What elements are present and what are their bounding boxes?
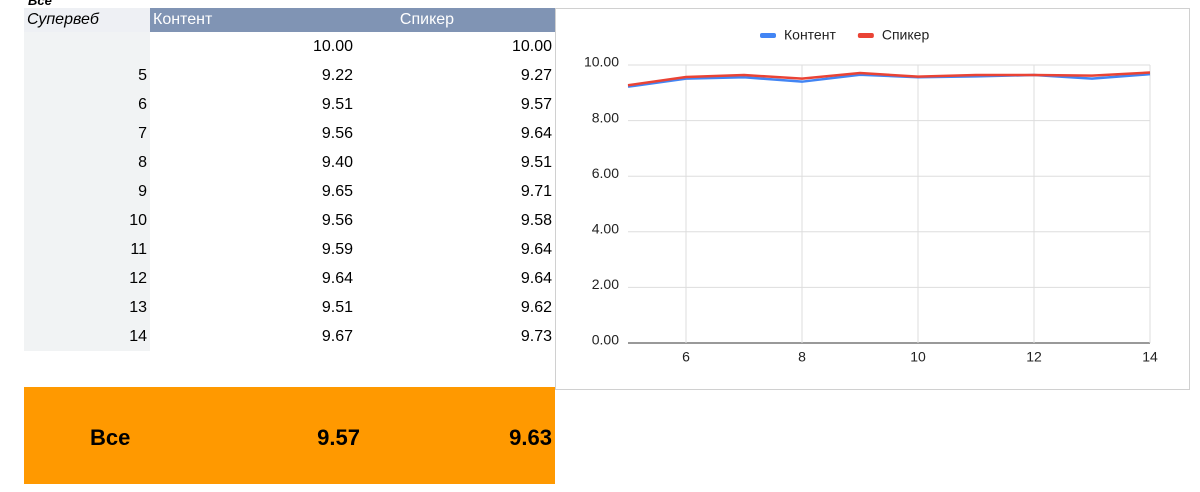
row-label: 11: [24, 235, 150, 264]
table-row: 8 9.40 9.51: [24, 148, 555, 177]
y-tick-label: 4.00: [592, 221, 619, 237]
x-tick-label: 14: [1142, 349, 1158, 365]
chart: 0.00 2.00 4.00 6.00 8.00 10.00 6 8 10 12 14 Контент…: [555, 8, 1190, 390]
total-row: Все 9.57 9.63: [24, 387, 555, 484]
row-label: 13: [24, 293, 150, 322]
chart-frame: [555, 8, 1190, 390]
row-label: [24, 32, 150, 61]
table-row: 10.00 10.00: [24, 32, 555, 61]
row-label: 7: [24, 119, 150, 148]
header-cell: Супервеб: [24, 8, 150, 32]
table-row: 14 9.67 9.73: [24, 322, 555, 351]
table-cell: 10.00: [511, 37, 552, 55]
table-cell: 9.56: [321, 124, 353, 142]
header-cell: Спикер: [356, 8, 555, 32]
legend-label: Спикер: [882, 27, 930, 43]
table-cell: 9.65: [321, 182, 353, 200]
table-cell: 9.64: [321, 269, 353, 287]
table-cell: 9.67: [321, 327, 353, 345]
legend-label: Контент: [784, 27, 836, 43]
table-cell: 9.73: [520, 327, 552, 345]
y-tick-label: 10.00: [584, 54, 619, 70]
table-cell: 9.51: [520, 153, 552, 171]
table-cell: 9.22: [321, 66, 353, 84]
row-label: 9: [24, 177, 150, 206]
row-label: 10: [24, 206, 150, 235]
table-cell: 10.00: [312, 37, 353, 55]
header-cell: Контент: [150, 8, 356, 32]
table-cell: 9.27: [520, 66, 552, 84]
x-tick-label: 8: [798, 349, 806, 365]
table-row: 13 9.51 9.62: [24, 293, 555, 322]
y-tick-label: 8.00: [592, 109, 619, 125]
table-row: 5 9.22 9.27: [24, 61, 555, 90]
y-tick-label: 2.00: [592, 276, 619, 292]
header-row: Супервеб Контент Спикер: [24, 8, 555, 32]
table-cell: 9.62: [520, 298, 552, 316]
row-label: 5: [24, 61, 150, 90]
table-cell: 9.64: [520, 240, 552, 258]
series-line: [627, 71, 1151, 87]
x-tick-label: 10: [910, 349, 926, 365]
table-cell: 9.51: [321, 298, 353, 316]
row-label: 6: [24, 90, 150, 119]
y-tick-label: 0.00: [592, 332, 619, 348]
data-table: Супервеб Контент Спикер 10.00 10.00 5 9.22 9…: [24, 8, 555, 351]
table-cell: 9.59: [321, 240, 353, 258]
row-label: 8: [24, 148, 150, 177]
table-row: 7 9.56 9.64: [24, 119, 555, 148]
table-row: 11 9.59 9.64: [24, 235, 555, 264]
table-cell: 9.57: [520, 95, 552, 113]
table-row: 6 9.51 9.57: [24, 90, 555, 119]
legend-swatch: [760, 33, 776, 38]
table-cell: 9.40: [321, 153, 353, 171]
table-cell: 9.56: [321, 211, 353, 229]
table-cell: 9.58: [520, 211, 552, 229]
legend-swatch: [857, 33, 874, 38]
table-row: 10 9.56 9.58: [24, 206, 555, 235]
sheet-title: Все: [28, 0, 52, 8]
table-cell: 9.51: [321, 95, 353, 113]
table-row: 12 9.64 9.64: [24, 264, 555, 293]
table-row: 9 9.65 9.71: [24, 177, 555, 206]
row-label: 14: [24, 322, 150, 351]
row-label: 12: [24, 264, 150, 293]
x-tick-label: 6: [682, 349, 690, 365]
table-cell: 9.64: [520, 269, 552, 287]
table-cell: 9.71: [520, 182, 552, 200]
total-cell: 9.63: [509, 425, 552, 450]
total-label: Все: [90, 425, 131, 450]
total-cell: 9.57: [317, 425, 360, 450]
table-cell: 9.64: [520, 124, 552, 142]
x-tick-label: 12: [1026, 349, 1042, 365]
y-tick-label: 6.00: [592, 165, 619, 181]
